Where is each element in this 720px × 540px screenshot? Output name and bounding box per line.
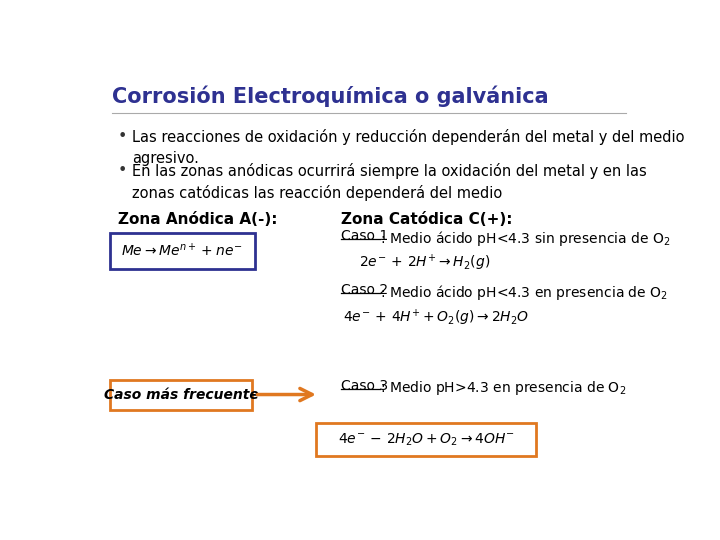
Text: $4e^{-}\, +\, 4H^{+} + O_2(g) \rightarrow 2H_2O$: $4e^{-}\, +\, 4H^{+} + O_2(g) \rightarro…: [343, 308, 529, 328]
FancyBboxPatch shape: [109, 380, 252, 410]
Text: •: •: [118, 129, 127, 144]
Text: Caso 2: Caso 2: [341, 283, 388, 297]
Text: Las reacciones de oxidación y reducción dependerán del metal y del medio
agresiv: Las reacciones de oxidación y reducción …: [132, 129, 684, 166]
Text: Caso 1: Caso 1: [341, 229, 388, 243]
FancyBboxPatch shape: [316, 423, 536, 456]
Text: En las zonas anódicas ocurrirá siempre la oxidación del metal y en las
zonas cat: En las zonas anódicas ocurrirá siempre l…: [132, 163, 647, 201]
Text: Caso 3: Caso 3: [341, 379, 388, 393]
Text: : Medio ácido pH<4.3 en presencia de O$_2$: : Medio ácido pH<4.3 en presencia de O$_…: [379, 283, 667, 302]
Text: Caso más frecuente: Caso más frecuente: [104, 388, 258, 402]
Text: Corrosión Electroquímica o galvánica: Corrosión Electroquímica o galvánica: [112, 85, 549, 107]
Text: : Medio ácido pH<4.3 sin presencia de O$_2$: : Medio ácido pH<4.3 sin presencia de O$…: [379, 229, 670, 248]
Text: Zona Catódica C(+):: Zona Catódica C(+):: [341, 212, 513, 227]
Text: •: •: [118, 163, 127, 178]
Text: $4e^{-}\, -\, 2H_2O + O_2 \rightarrow 4OH^{-}$: $4e^{-}\, -\, 2H_2O + O_2 \rightarrow 4O…: [338, 431, 515, 448]
FancyBboxPatch shape: [109, 233, 255, 268]
Text: $Me \rightarrow Me^{n+} + ne^{-}$: $Me \rightarrow Me^{n+} + ne^{-}$: [122, 242, 243, 259]
Text: : Medio pH>4.3 en presencia de O$_2$: : Medio pH>4.3 en presencia de O$_2$: [379, 379, 626, 397]
Text: $2e^{-}\, +\, 2H^{+} \rightarrow H_2(g)$: $2e^{-}\, +\, 2H^{+} \rightarrow H_2(g)$: [359, 253, 490, 273]
Text: Zona Anódica A(-):: Zona Anódica A(-):: [118, 212, 277, 227]
